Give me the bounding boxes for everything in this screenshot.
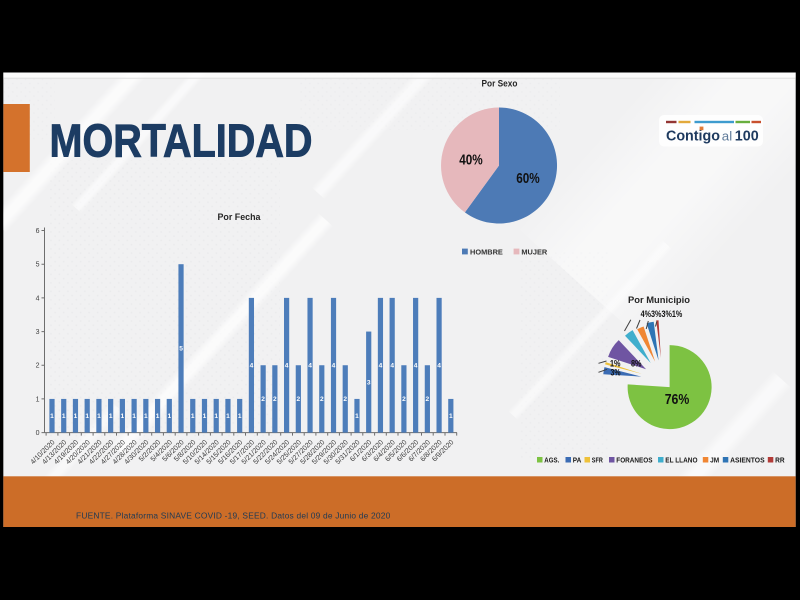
svg-text:2: 2: [296, 396, 300, 403]
svg-text:1: 1: [167, 413, 171, 420]
svg-text:5: 5: [179, 346, 183, 353]
svg-text:Por Municipio: Por Municipio: [628, 295, 690, 306]
svg-text:1: 1: [109, 413, 113, 420]
svg-text:RR: RR: [775, 456, 785, 465]
svg-text:HOMBRE: HOMBRE: [470, 248, 503, 257]
svg-text:al: al: [722, 128, 732, 143]
svg-text:1: 1: [156, 413, 160, 420]
svg-text:1: 1: [144, 413, 148, 420]
svg-text:JM: JM: [710, 456, 719, 465]
svg-text:1: 1: [191, 413, 195, 420]
svg-text:4: 4: [308, 363, 312, 370]
svg-text:1: 1: [132, 413, 136, 420]
svg-text:1: 1: [121, 413, 125, 420]
svg-text:4: 4: [332, 363, 336, 370]
svg-text:4: 4: [437, 363, 441, 370]
svg-text:0: 0: [36, 430, 40, 437]
svg-text:2: 2: [261, 396, 265, 403]
svg-text:2: 2: [36, 363, 40, 370]
svg-text:40%: 40%: [459, 153, 483, 169]
svg-text:ASIENTOS: ASIENTOS: [730, 456, 765, 465]
svg-text:4: 4: [285, 363, 289, 370]
svg-text:1: 1: [50, 413, 54, 420]
svg-text:4: 4: [379, 363, 383, 370]
svg-text:4%3%3%1%: 4%3%3%1%: [641, 309, 683, 319]
svg-text:8%: 8%: [631, 359, 642, 369]
svg-text:Contigo: Contigo: [666, 128, 720, 144]
svg-text:1: 1: [226, 413, 230, 420]
svg-text:PA: PA: [573, 456, 582, 465]
svg-text:5: 5: [36, 262, 40, 269]
svg-text:2: 2: [426, 396, 430, 403]
svg-text:AGS.: AGS.: [544, 456, 559, 465]
svg-text:1: 1: [97, 413, 101, 420]
svg-text:1: 1: [449, 413, 453, 420]
svg-text:1: 1: [74, 413, 78, 420]
svg-text:1: 1: [355, 413, 359, 420]
svg-text:1: 1: [85, 413, 89, 420]
svg-text:SFR: SFR: [592, 456, 603, 465]
svg-text:1: 1: [62, 413, 66, 420]
svg-text:60%: 60%: [516, 171, 540, 187]
svg-text:FUENTE. Plataforma SINAVE COVI: FUENTE. Plataforma SINAVE COVID -19, SEE…: [76, 511, 391, 521]
svg-text:1: 1: [203, 413, 207, 420]
svg-text:4: 4: [390, 363, 394, 370]
svg-text:Por Sexo: Por Sexo: [482, 79, 518, 90]
svg-text:Por Fecha: Por Fecha: [218, 212, 262, 223]
svg-text:1%: 1%: [610, 358, 621, 368]
svg-text:2: 2: [402, 396, 406, 403]
svg-text:3%: 3%: [611, 368, 621, 378]
svg-text:3: 3: [36, 329, 40, 336]
svg-text:4: 4: [414, 363, 418, 370]
svg-text:1: 1: [214, 413, 218, 420]
svg-text:1: 1: [36, 396, 40, 403]
svg-text:1: 1: [238, 413, 242, 420]
svg-text:2: 2: [273, 396, 277, 403]
svg-text:6: 6: [36, 228, 40, 235]
svg-text:2: 2: [343, 396, 347, 403]
svg-text:EL LLANO: EL LLANO: [665, 456, 697, 465]
svg-text:3: 3: [367, 379, 371, 386]
svg-text:100: 100: [735, 128, 759, 144]
svg-text:4: 4: [250, 363, 254, 370]
svg-text:MUJER: MUJER: [521, 248, 548, 257]
svg-text:76%: 76%: [665, 392, 690, 408]
svg-text:MORTALIDAD: MORTALIDAD: [50, 114, 313, 166]
svg-text:2: 2: [320, 396, 324, 403]
svg-text:4: 4: [36, 295, 40, 302]
svg-text:FORANEOS: FORANEOS: [616, 456, 652, 465]
